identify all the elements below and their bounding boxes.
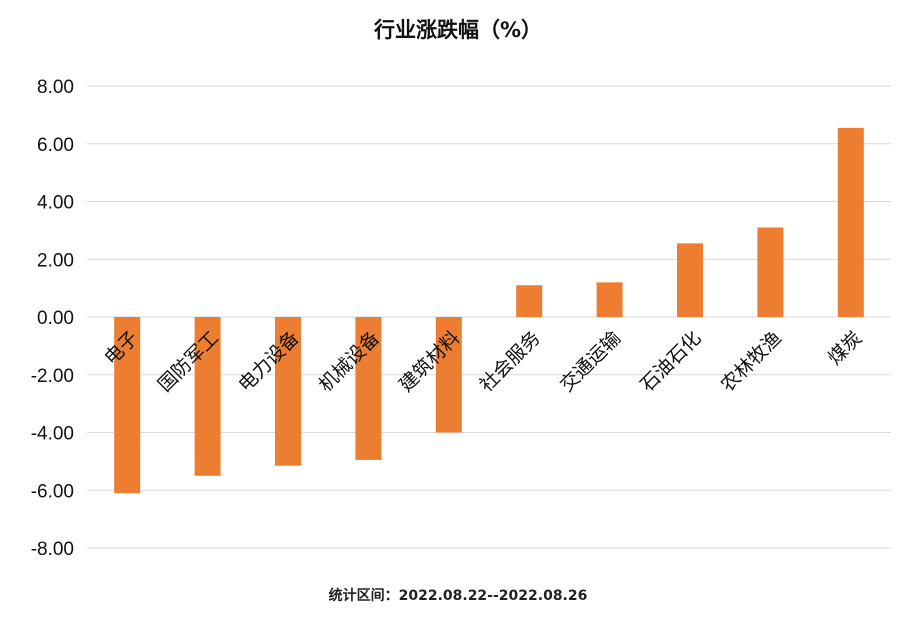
category-label: 石油石化 bbox=[636, 327, 705, 396]
y-tick-label: -8.00 bbox=[31, 539, 74, 560]
y-tick-label: -4.00 bbox=[31, 424, 74, 445]
bar bbox=[114, 317, 141, 494]
bar bbox=[516, 285, 543, 317]
chart-footnote: 统计区间：2022.08.22--2022.08.26 bbox=[328, 588, 588, 604]
category-label: 农林牧渔 bbox=[717, 327, 786, 396]
category-label: 煤炭 bbox=[824, 327, 866, 369]
category-label: 社会服务 bbox=[475, 327, 544, 396]
chart-title: 行业涨跌幅（%） bbox=[373, 18, 543, 42]
y-tick-label: 2.00 bbox=[37, 250, 74, 271]
bars bbox=[114, 127, 864, 494]
bar bbox=[837, 127, 864, 318]
bar bbox=[435, 317, 462, 433]
bar bbox=[355, 317, 382, 460]
gridlines bbox=[87, 85, 891, 549]
y-axis-ticks: 8.00 6.00 4.00 2.00 0.00 -2.00 -4.00 -6.00 -8.00 bbox=[31, 77, 74, 560]
bar bbox=[757, 227, 784, 317]
y-tick-label: 4.00 bbox=[37, 193, 74, 214]
y-tick-label: -2.00 bbox=[31, 366, 74, 387]
bar bbox=[275, 317, 301, 466]
bar bbox=[677, 243, 703, 317]
y-tick-label: -6.00 bbox=[31, 481, 74, 502]
y-tick-label: 6.00 bbox=[37, 135, 74, 156]
bar bbox=[194, 317, 221, 476]
category-label: 交通运输 bbox=[556, 327, 625, 396]
y-tick-label: 0.00 bbox=[37, 308, 74, 329]
y-tick-label: 8.00 bbox=[37, 77, 74, 98]
bar bbox=[596, 282, 623, 317]
